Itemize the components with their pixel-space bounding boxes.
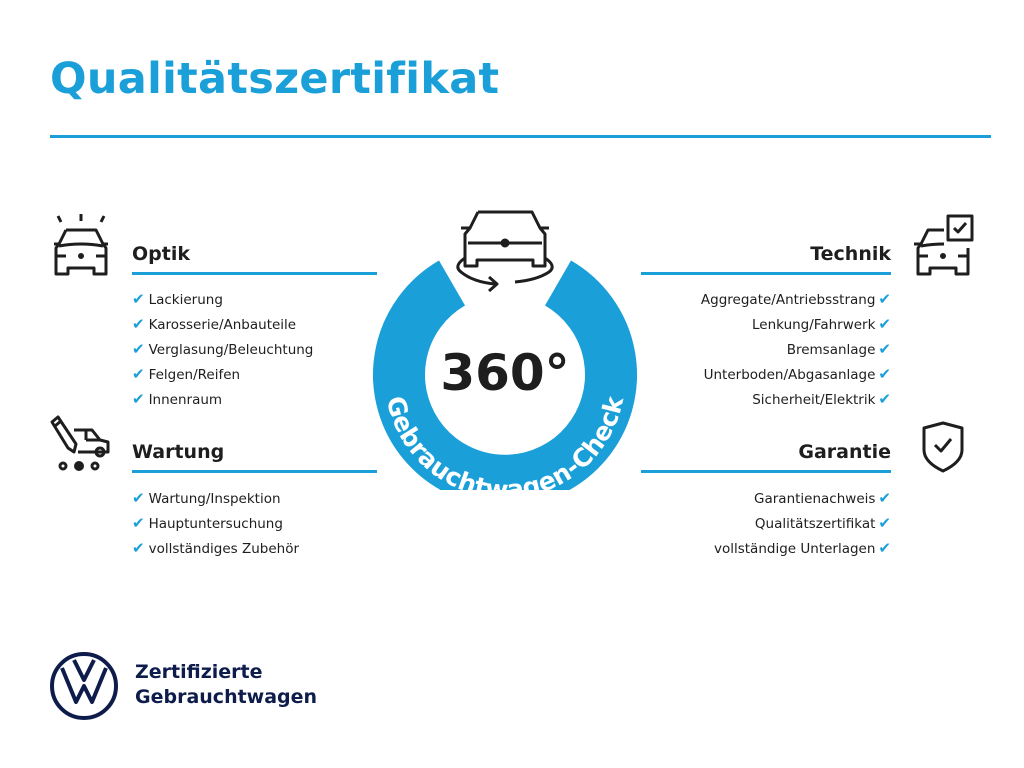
list-item: ✔ Wartung/Inspektion	[132, 489, 281, 507]
brand-line-2: Gebrauchtwagen	[135, 686, 318, 708]
check-icon: ✔	[132, 539, 145, 557]
car-service-pencil-icon	[50, 415, 110, 471]
check-icon: ✔	[132, 390, 145, 408]
check-icon: ✔	[878, 514, 891, 532]
brand-text: Zertifizierte Gebrauchtwagen	[135, 660, 317, 710]
garantie-heading: Garantie	[798, 441, 891, 463]
check-icon: ✔	[878, 340, 891, 358]
list-item: ✔ vollständiges Zubehör	[132, 539, 300, 557]
check-icon: ✔	[132, 489, 145, 507]
list-item: Bremsanlage ✔	[786, 340, 891, 358]
list-item: Unterboden/Abgasanlage ✔	[703, 365, 891, 383]
check-icon: ✔	[132, 315, 145, 333]
car-rotate-icon	[456, 210, 554, 293]
page-title: Qualitätszertifikat	[50, 54, 500, 104]
check-icon: ✔	[878, 365, 891, 383]
list-item: Qualitätszertifikat ✔	[754, 514, 891, 532]
wartung-list: ✔ Wartung/Inspektion ✔ Hauptuntersuchung ✔…	[132, 486, 299, 561]
check-icon: ✔	[132, 365, 145, 383]
check-icon: ✔	[878, 390, 891, 408]
technik-list: Aggregate/Antriebsstrang ✔ Lenkung/Fahrwe…	[701, 287, 891, 412]
brand-line-1: Zertifizierte	[135, 661, 263, 683]
shield-check-icon	[922, 421, 964, 473]
list-item: Garantienachweis ✔	[754, 489, 891, 507]
list-item: ✔ Lackierung	[132, 290, 223, 308]
list-item: ✔ Verglasung/Beleuchtung	[132, 340, 314, 358]
check-icon: ✔	[878, 539, 891, 557]
list-item: ✔ Karosserie/Anbauteile	[132, 315, 297, 333]
optik-underline	[132, 272, 377, 275]
check-icon: ✔	[132, 290, 145, 308]
check-icon: ✔	[878, 315, 891, 333]
check-icon: ✔	[878, 489, 891, 507]
list-item: ✔ Hauptuntersuchung	[132, 514, 283, 532]
garantie-list: Garantienachweis ✔ Qualitätszertifikat ✔ v…	[714, 486, 891, 561]
optik-list: ✔ Lackierung ✔ Karosserie/Anbauteile ✔ Verg…	[132, 287, 313, 412]
list-item: Sicherheit/Elektrik ✔	[752, 390, 891, 408]
vw-logo	[50, 652, 118, 720]
list-item: ✔ Innenraum	[132, 390, 223, 408]
360-check-badge: Gebrauchtwagen-Check 360°	[373, 210, 637, 490]
list-item: vollständige Unterlagen ✔	[713, 539, 891, 557]
technik-heading: Technik	[810, 243, 891, 265]
title-divider	[50, 135, 991, 138]
check-icon: ✔	[132, 340, 145, 358]
badge-number: 360°	[440, 344, 569, 402]
check-icon: ✔	[878, 290, 891, 308]
wartung-underline	[132, 470, 377, 473]
wartung-heading: Wartung	[132, 441, 225, 463]
list-item: Lenkung/Fahrwerk ✔	[752, 315, 891, 333]
list-item: ✔ Felgen/Reifen	[132, 365, 241, 383]
technik-underline	[641, 272, 891, 275]
badge-ring	[373, 260, 637, 490]
garantie-underline	[641, 470, 891, 473]
car-checkbox-icon	[914, 214, 974, 276]
list-item: Aggregate/Antriebsstrang ✔	[700, 290, 891, 308]
optik-heading: Optik	[132, 243, 190, 265]
car-lights-icon	[54, 214, 108, 276]
check-icon: ✔	[132, 514, 145, 532]
